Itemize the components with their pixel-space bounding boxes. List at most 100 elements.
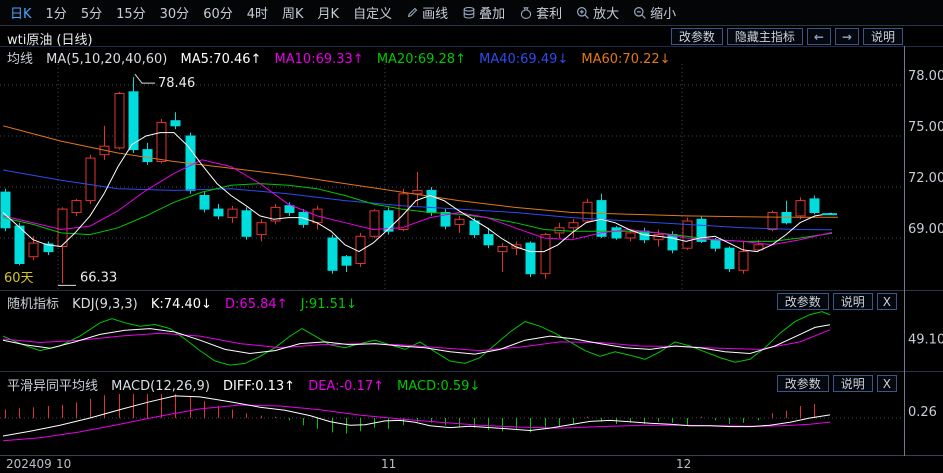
- candle-body: [14, 225, 25, 265]
- candle-body: [71, 200, 82, 214]
- candle-body: [355, 235, 366, 265]
- toolbar-item-zoom-in[interactable]: 放大: [576, 3, 619, 22]
- toolbar-item-60min[interactable]: 60分: [203, 7, 233, 22]
- candle-body: [724, 247, 735, 270]
- candle-body: [454, 218, 465, 225]
- toolbar-item-draw-line[interactable]: 画线: [406, 3, 448, 22]
- hide-main-indicator-button[interactable]: 隐藏主指标: [726, 28, 803, 45]
- ma60-line: [2, 125, 838, 218]
- toolbar-item-1min[interactable]: 1分: [45, 7, 67, 22]
- layers-icon: [463, 6, 475, 19]
- toolbar-item-zoom-out[interactable]: 缩小: [633, 3, 676, 22]
- change-params-button[interactable]: 改参数: [670, 28, 723, 45]
- toolbar-item-daily-k[interactable]: 日K: [10, 7, 32, 22]
- candle-body: [170, 120, 181, 127]
- candle-body: [412, 189, 423, 195]
- toolbar-item-30min[interactable]: 30分: [159, 7, 190, 22]
- candle-body: [369, 210, 380, 237]
- toolbar-item-overlay[interactable]: 叠加: [462, 3, 505, 22]
- candle-body: [497, 246, 508, 253]
- candle-body: [611, 227, 622, 239]
- candle-body: [128, 91, 139, 151]
- toolbar-item-4hour[interactable]: 4时: [246, 7, 269, 22]
- toolbar-item-arbitrage[interactable]: 套利: [519, 3, 562, 22]
- macd-help-button[interactable]: 说明: [832, 375, 873, 392]
- help-button[interactable]: 说明: [862, 28, 903, 45]
- x-axis-label: 202409: [6, 457, 52, 471]
- dea-line: [2, 404, 831, 442]
- candle-body: [284, 205, 295, 213]
- header-buttons: 改参数 隐藏主指标 ← → 说明: [670, 28, 903, 45]
- chart-header: wti原油 (日线) 改参数 隐藏主指标 ← → 说明: [0, 27, 943, 48]
- x-axis-label: 10: [56, 457, 72, 471]
- diff-line: [2, 395, 831, 437]
- candle-body: [85, 157, 96, 202]
- toolbar-item-weekly-k[interactable]: 周K: [282, 7, 304, 22]
- candle-body: [227, 208, 238, 219]
- candle-body: [625, 232, 636, 239]
- candle-body: [682, 220, 693, 249]
- candle-body: [383, 210, 394, 232]
- high-annotation-line: [134, 73, 155, 84]
- ma5-line: [2, 132, 833, 253]
- candle-body: [114, 93, 125, 149]
- ma20-line: [2, 183, 833, 242]
- candle-body: [0, 191, 11, 229]
- ma40-line: [2, 169, 833, 231]
- low-annotation-label: 66.33: [80, 270, 117, 285]
- price-axis-label: 69.00: [908, 222, 943, 237]
- next-arrow-button[interactable]: →: [834, 28, 859, 45]
- prev-arrow-button[interactable]: ←: [806, 28, 831, 45]
- candle-body: [738, 251, 749, 271]
- candle-body: [43, 243, 54, 253]
- candle-body: [710, 239, 721, 249]
- ma10-line: [2, 159, 833, 246]
- toolbar-item-label: 套利: [536, 7, 563, 22]
- candle-body: [582, 201, 593, 222]
- candle-body: [525, 242, 536, 275]
- price-axis-label: 78.00: [908, 69, 943, 84]
- candle-body: [809, 198, 820, 213]
- candle-body: [767, 212, 778, 230]
- instrument-title: wti原油 (日线): [7, 33, 93, 48]
- toolbar-item-15min[interactable]: 15分: [116, 7, 146, 22]
- kdj-axis-label: 49.10: [908, 333, 943, 348]
- toolbar-item-label: 放大: [593, 7, 620, 22]
- candle-body: [696, 218, 707, 242]
- zoom-out-icon: [634, 6, 646, 19]
- toolbar: 日K 1分 5分 15分 30分 60分 4时 周K 月K 自定义 画线 叠加 …: [0, 0, 943, 26]
- kdj-change-params-button[interactable]: 改参数: [776, 293, 829, 310]
- candle-body: [199, 195, 210, 210]
- candle-body: [327, 237, 338, 271]
- k-line: [2, 324, 831, 355]
- candle-body: [213, 208, 224, 217]
- candle-body: [568, 222, 579, 229]
- macd-axis-label: 0.26: [908, 405, 937, 420]
- candle-body: [426, 189, 437, 213]
- macd-close-button[interactable]: X: [876, 375, 897, 392]
- candle-body: [667, 234, 678, 251]
- macd-change-params-button[interactable]: 改参数: [776, 375, 829, 392]
- toolbar-item-label: 画线: [422, 7, 449, 22]
- moneybag-icon: [520, 6, 532, 19]
- candle-body: [28, 242, 39, 258]
- price-axis-label: 72.00: [908, 171, 943, 186]
- toolbar-item-5min[interactable]: 5分: [80, 7, 103, 22]
- candle-body: [440, 212, 451, 227]
- candle-body: [469, 220, 480, 236]
- toolbar-item-label: 缩小: [650, 7, 677, 22]
- zoom-in-icon: [577, 6, 589, 19]
- chart-canvas[interactable]: 78.00 75.00 72.00 69.00 78.46 66.33 49.10 0.26: [0, 46, 943, 457]
- j-line: [2, 311, 831, 366]
- candle-body: [341, 256, 352, 266]
- toolbar-item-custom[interactable]: 自定义: [353, 7, 393, 22]
- kdj-close-button[interactable]: X: [876, 293, 897, 310]
- x-axis-label: 11: [381, 457, 397, 471]
- pencil-icon: [407, 7, 418, 18]
- candle-body: [241, 210, 252, 237]
- toolbar-item-monthly-k[interactable]: 月K: [317, 7, 340, 22]
- candle-body: [398, 193, 409, 231]
- x-axis-label: 12: [676, 457, 692, 471]
- macd-buttons: 改参数 说明 X: [776, 375, 897, 392]
- kdj-help-button[interactable]: 说明: [832, 293, 873, 310]
